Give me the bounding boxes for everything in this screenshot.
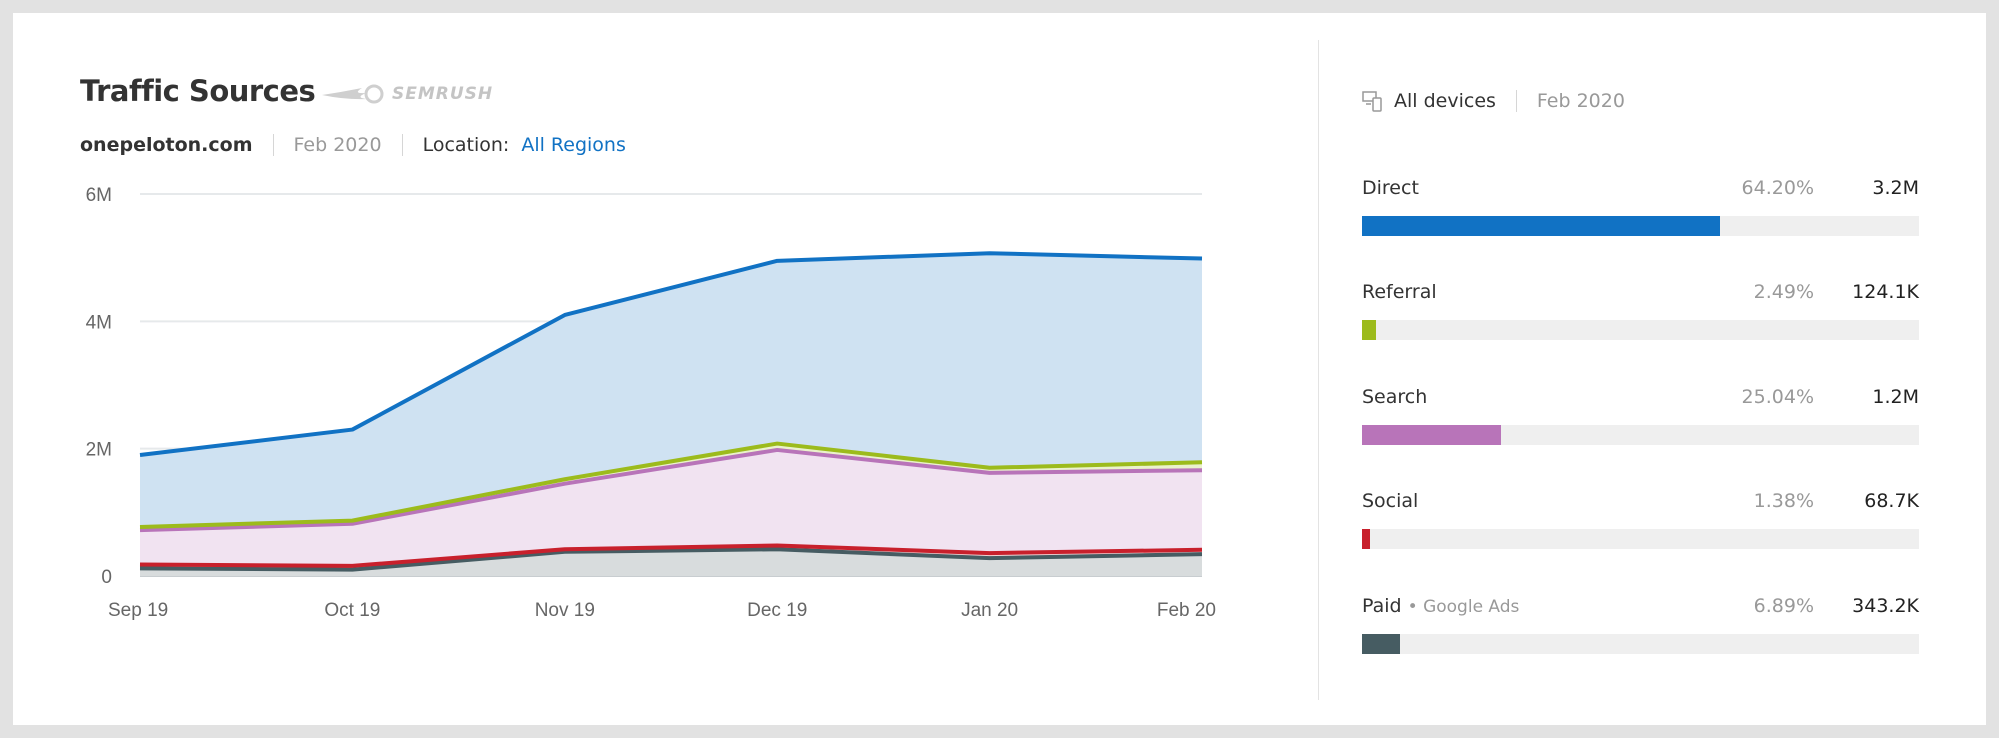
area-search — [140, 449, 1202, 566]
source-value: 68.7K — [1864, 490, 1919, 512]
panel-divider — [1318, 40, 1319, 700]
device-filter[interactable]: All devices Feb 2020 — [1362, 90, 1625, 112]
area-paid — [140, 549, 1202, 576]
source-percent: 64.20% — [1741, 177, 1814, 199]
source-percent: 25.04% — [1741, 386, 1814, 408]
report-date: Feb 2020 — [293, 134, 382, 156]
x-tick-label: Sep 19 — [108, 600, 168, 621]
source-percent: 6.89% — [1753, 595, 1814, 617]
source-label: Paid • Google Ads — [1362, 595, 1520, 617]
line-search[interactable] — [139, 447, 1203, 533]
y-tick-label: 2M — [86, 440, 112, 461]
divider — [272, 134, 274, 156]
source-value: 1.2M — [1872, 386, 1919, 408]
share-bar-fill — [1362, 216, 1720, 236]
line-direct[interactable] — [139, 251, 1203, 458]
x-tick-label: Feb 20 — [1157, 600, 1216, 621]
location-link[interactable]: All Regions — [521, 134, 626, 156]
devices-label: All devices — [1394, 90, 1496, 112]
divider — [1515, 90, 1517, 112]
area-direct — [140, 253, 1202, 527]
source-label: Search — [1362, 386, 1428, 408]
share-bar — [1362, 425, 1919, 445]
traffic-chart: 0 2M 4M 6M Sep 19 Oct 19 Nov 19 Dec 19 Jan 20 Feb… — [86, 185, 1216, 621]
y-tick-label: 4M — [86, 312, 112, 333]
share-bar — [1362, 320, 1919, 340]
source-percent: 1.38% — [1753, 490, 1814, 512]
panel-date: Feb 2020 — [1536, 90, 1625, 112]
x-tick-label: Nov 19 — [535, 600, 595, 621]
line-social[interactable] — [139, 543, 1203, 568]
semrush-logo: SEMRUSH — [322, 84, 493, 104]
source-label: Social — [1362, 490, 1419, 512]
x-tick-label: Oct 19 — [324, 600, 380, 621]
share-bar-fill — [1362, 634, 1401, 654]
share-bar — [1362, 529, 1919, 549]
source-value: 124.1K — [1852, 281, 1919, 303]
semrush-flame-icon — [322, 84, 384, 104]
source-percent: 2.49% — [1753, 281, 1814, 303]
line-paid[interactable] — [139, 547, 1203, 572]
x-tick-label: Jan 20 — [961, 600, 1018, 621]
report-meta: onepeloton.com Feb 2020 Location: All Re… — [80, 134, 626, 156]
page-title: Traffic Sources — [80, 74, 316, 108]
source-detail: • Google Ads — [1407, 597, 1520, 617]
source-label: Direct — [1362, 177, 1419, 199]
semrush-logo-text: SEMRUSH — [392, 84, 494, 104]
devices-icon — [1362, 91, 1382, 112]
source-value: 3.2M — [1872, 177, 1919, 199]
share-bar — [1362, 634, 1919, 654]
share-bar-fill — [1362, 529, 1370, 549]
divider — [401, 134, 403, 156]
share-bar-fill — [1362, 425, 1502, 445]
x-tick-label: Dec 19 — [747, 600, 807, 621]
domain-name: onepeloton.com — [80, 134, 253, 156]
share-bar-fill — [1362, 320, 1376, 340]
source-label: Referral — [1362, 281, 1437, 303]
share-bar — [1362, 216, 1919, 236]
y-tick-label: 6M — [86, 185, 112, 206]
location-label: Location: — [422, 134, 510, 156]
line-referral[interactable] — [139, 441, 1203, 529]
source-value: 343.2K — [1852, 595, 1919, 617]
y-tick-label: 0 — [101, 567, 112, 588]
